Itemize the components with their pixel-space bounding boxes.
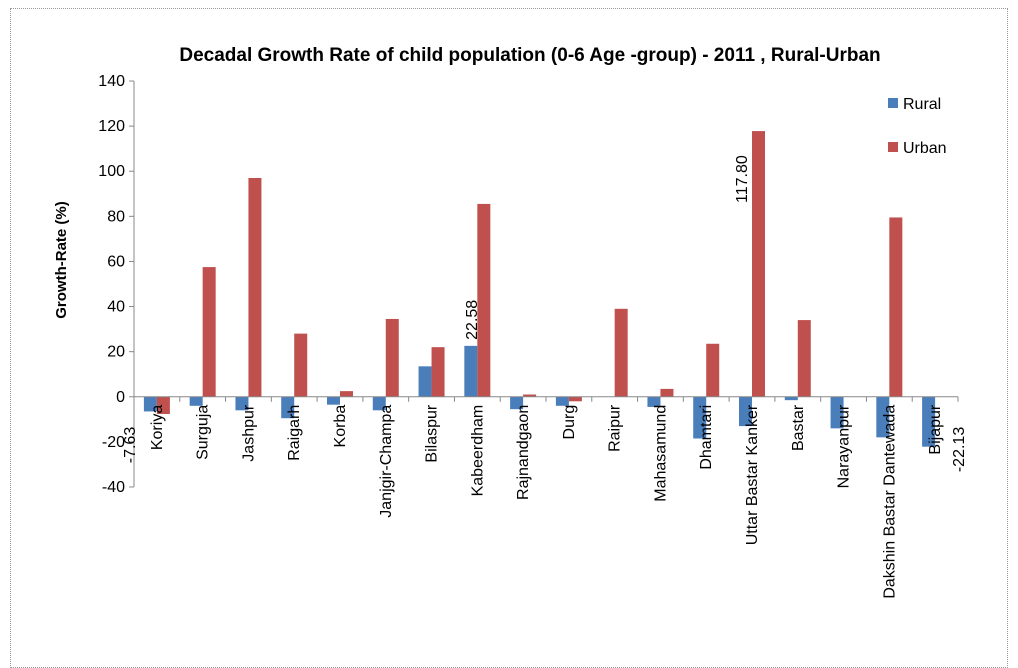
x-tick-label: Bilaspur — [424, 404, 441, 462]
data-label: -22.13 — [951, 427, 968, 472]
bar-rural-korba — [327, 396, 340, 405]
legend-swatch-urban — [888, 142, 898, 152]
x-tick-label: Durg — [561, 405, 578, 440]
bar-urban-bilaspur — [431, 347, 445, 397]
bar-rural-koriya — [143, 396, 157, 412]
x-tick-label: Raipur — [607, 404, 624, 452]
y-tick-label: 140 — [98, 73, 125, 90]
y-tick-label: -40 — [102, 479, 125, 496]
bar-urban-dhamtari — [706, 343, 720, 397]
x-axis: Koriya Surguja Jashpur Raigarh Korba Janjgir-… — [149, 404, 944, 599]
bar-rural-bilaspur — [418, 366, 432, 397]
bar-urban-bastar — [797, 320, 811, 397]
x-tick-label: Surguja — [195, 405, 212, 460]
x-tick-label: Rajnandgaon — [515, 405, 532, 500]
bar-urban-uttar-bastar-kanker — [752, 131, 765, 397]
bar-rural-dhamtari — [693, 396, 707, 439]
y-tick-label: 60 — [107, 253, 125, 270]
data-label: 117.80 — [734, 155, 751, 203]
bar-urban-surguja — [202, 267, 216, 397]
x-tick-label: Mahasamund — [652, 405, 669, 502]
x-tick-label: Korba — [332, 405, 349, 448]
legend-label-urban: Urban — [903, 140, 947, 157]
bar-rural-narayanpur — [830, 396, 844, 429]
y-tick-label: 0 — [116, 389, 125, 406]
bar-rural-surguja — [189, 396, 203, 406]
plot-area — [143, 131, 936, 447]
y-tick-label: 80 — [107, 208, 125, 225]
legend-label-rural: Rural — [903, 96, 941, 113]
bar-urban-kabeerdham — [477, 203, 491, 397]
axes — [133, 81, 959, 487]
x-tick-label: Bijapur — [927, 404, 944, 454]
y-tick-label: 100 — [98, 163, 125, 180]
x-tick-label: Jashpur — [240, 404, 257, 462]
bar-rural-dakshin-bastar-dantewada — [876, 396, 890, 438]
bar-rural-bastar — [784, 396, 798, 401]
x-tick-label: Kabeerdham — [469, 405, 486, 497]
x-tick-label: Dhamtari — [698, 405, 715, 470]
bar-urban-durg — [568, 396, 582, 402]
bar-rural-kabeerdham — [464, 345, 478, 397]
x-tick-label: Narayanpur — [836, 404, 853, 488]
bar-rural-raigarh — [281, 396, 295, 419]
y-axis: 140 120 100 80 60 40 20 0 -20 -40 — [98, 73, 134, 496]
y-tick-label: 40 — [107, 299, 125, 316]
data-labels: -7.63 22.58 117.80 -22.13 — [122, 155, 968, 472]
chart-title: Decadal Growth Rate of child population … — [179, 45, 880, 66]
bar-urban-mahasamund — [660, 388, 674, 397]
bar-rural-durg — [555, 396, 569, 406]
y-tick-label: 20 — [107, 344, 125, 361]
y-axis-label: Growth-Rate (%) — [53, 201, 70, 319]
bar-rural-mahasamund — [647, 396, 661, 407]
bar-urban-koriya — [156, 396, 170, 414]
x-tick-label: Uttar Bastar Kanker — [744, 404, 761, 545]
legend-swatch-rural — [888, 98, 898, 108]
bar-rural-bijapur — [922, 396, 936, 447]
bar-rural-jashpur — [235, 396, 249, 411]
y-tick-label: -20 — [102, 434, 125, 451]
bar-rural-uttar-bastar-kanker — [739, 396, 752, 427]
x-tick-label: Bastar — [790, 404, 807, 451]
bar-urban-raigarh — [294, 333, 308, 397]
data-label: -7.63 — [122, 427, 139, 464]
legend: Rural Urban — [888, 96, 947, 157]
bar-urban-raipur — [614, 308, 628, 397]
bar-urban-korba — [340, 391, 353, 397]
bar-rural-rajnandgaon — [510, 396, 524, 410]
x-tick-label: Janjgir-Champa — [378, 405, 395, 518]
data-label: 22.58 — [464, 300, 481, 340]
bar-rural-janjgir-champa — [372, 396, 386, 411]
bar-urban-rajnandgaon — [523, 394, 537, 397]
x-tick-label: Dakshin Bastar Dantewada — [881, 405, 898, 599]
x-tick-label: Koriya — [149, 405, 166, 450]
bar-urban-janjgir-champa — [385, 318, 399, 397]
x-tick-label: Raigarh — [286, 405, 303, 461]
bar-urban-dakshin-bastar-dantewada — [889, 217, 903, 397]
bar-urban-jashpur — [248, 177, 262, 397]
y-tick-label: 120 — [98, 118, 125, 135]
